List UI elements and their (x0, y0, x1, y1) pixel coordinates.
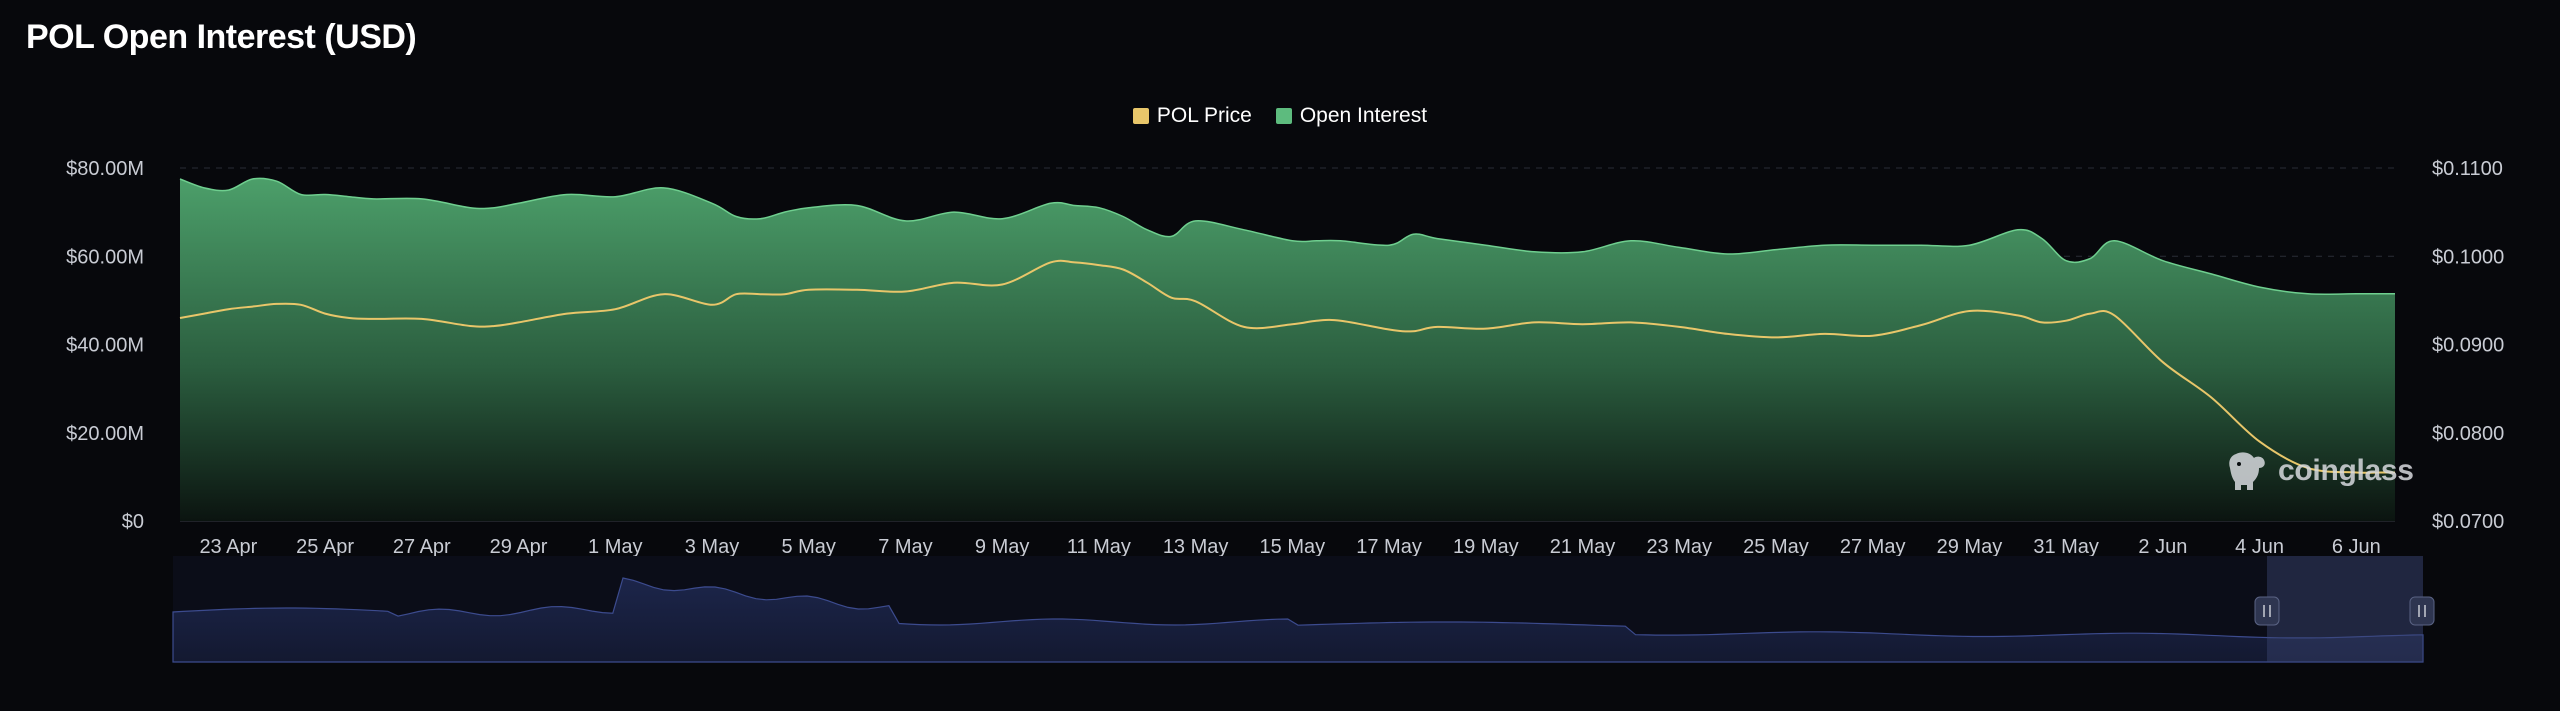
navigator-handle[interactable] (2409, 596, 2435, 626)
right-y-axis: $0.0700 $0.0800 $0.0900 $0.1000 $0.1100 (2432, 158, 2504, 533)
x-tick-label: 29 May (1937, 536, 2003, 558)
x-tick-label: 17 May (1356, 536, 1422, 558)
right-tick-label: $0.0800 (2432, 423, 2504, 445)
x-tick-label: 19 May (1453, 536, 1519, 558)
legend-item-open-interest[interactable]: Open Interest (1275, 104, 1428, 128)
coinglass-logo-icon (2229, 452, 2265, 490)
right-tick-label: $0.0900 (2432, 335, 2504, 357)
legend-item-price[interactable]: POL Price (1132, 104, 1252, 128)
x-tick-label: 27 Apr (393, 536, 451, 558)
x-tick-label: 29 Apr (490, 536, 548, 558)
x-tick-label: 4 Jun (2235, 536, 2284, 558)
x-tick-label: 25 Apr (296, 536, 354, 558)
x-tick-label: 31 May (2033, 536, 2099, 558)
left-y-axis: $0 $20.00M $40.00M $60.00M $80.00M (66, 158, 144, 533)
legend-label-price: POL Price (1156, 104, 1252, 127)
plot-area (179, 177, 2395, 521)
left-tick-label: $60.00M (66, 246, 144, 268)
x-tick-label: 5 May (781, 536, 835, 558)
watermark-text: coinglass (2278, 454, 2414, 487)
navigator-series-area (172, 577, 2424, 663)
left-tick-label: $0 (122, 511, 144, 533)
x-tick-label: 9 May (975, 536, 1029, 558)
right-tick-label: $0.0700 (2432, 511, 2504, 533)
x-tick-label: 11 May (1067, 536, 1131, 558)
x-axis: 23 Apr 25 Apr 27 Apr 29 Apr 1 May 3 May 5 May 7… (199, 536, 2380, 558)
range-navigator[interactable] (172, 556, 2435, 663)
navigator-handle[interactable] (2254, 596, 2280, 626)
x-tick-label: 3 May (685, 536, 739, 558)
x-tick-label: 6 Jun (2332, 536, 2381, 558)
watermark: coinglass (2226, 448, 2414, 494)
x-tick-label: 1 May (588, 536, 642, 558)
left-tick-label: $40.00M (66, 335, 144, 357)
left-tick-label: $80.00M (66, 158, 144, 180)
x-tick-label: 23 May (1646, 536, 1712, 558)
navigator-selection (2267, 556, 2423, 662)
legend-swatch-price (1132, 108, 1149, 124)
legend-label-open-interest: Open Interest (1299, 104, 1428, 127)
x-tick-label: 13 May (1163, 536, 1229, 558)
x-tick-label: 15 May (1260, 536, 1326, 558)
right-tick-label: $0.1000 (2432, 246, 2504, 268)
x-tick-label: 7 May (878, 536, 932, 558)
page-title: POL Open Interest (USD) (26, 18, 417, 56)
open-interest-area (180, 178, 2395, 521)
left-tick-label: $20.00M (66, 423, 144, 445)
x-tick-label: 25 May (1743, 536, 1809, 558)
x-tick-label: 2 Jun (2138, 536, 2187, 558)
x-tick-label: 27 May (1840, 536, 1906, 558)
pol-price-line (179, 259, 2395, 474)
x-tick-label: 21 May (1550, 536, 1616, 558)
open-interest-line (179, 177, 2395, 296)
chart-legend: POL Price Open Interest (0, 104, 2560, 128)
x-tick-label: 23 Apr (199, 536, 257, 558)
legend-swatch-open-interest (1275, 108, 1292, 124)
right-tick-label: $0.1100 (2432, 158, 2503, 180)
